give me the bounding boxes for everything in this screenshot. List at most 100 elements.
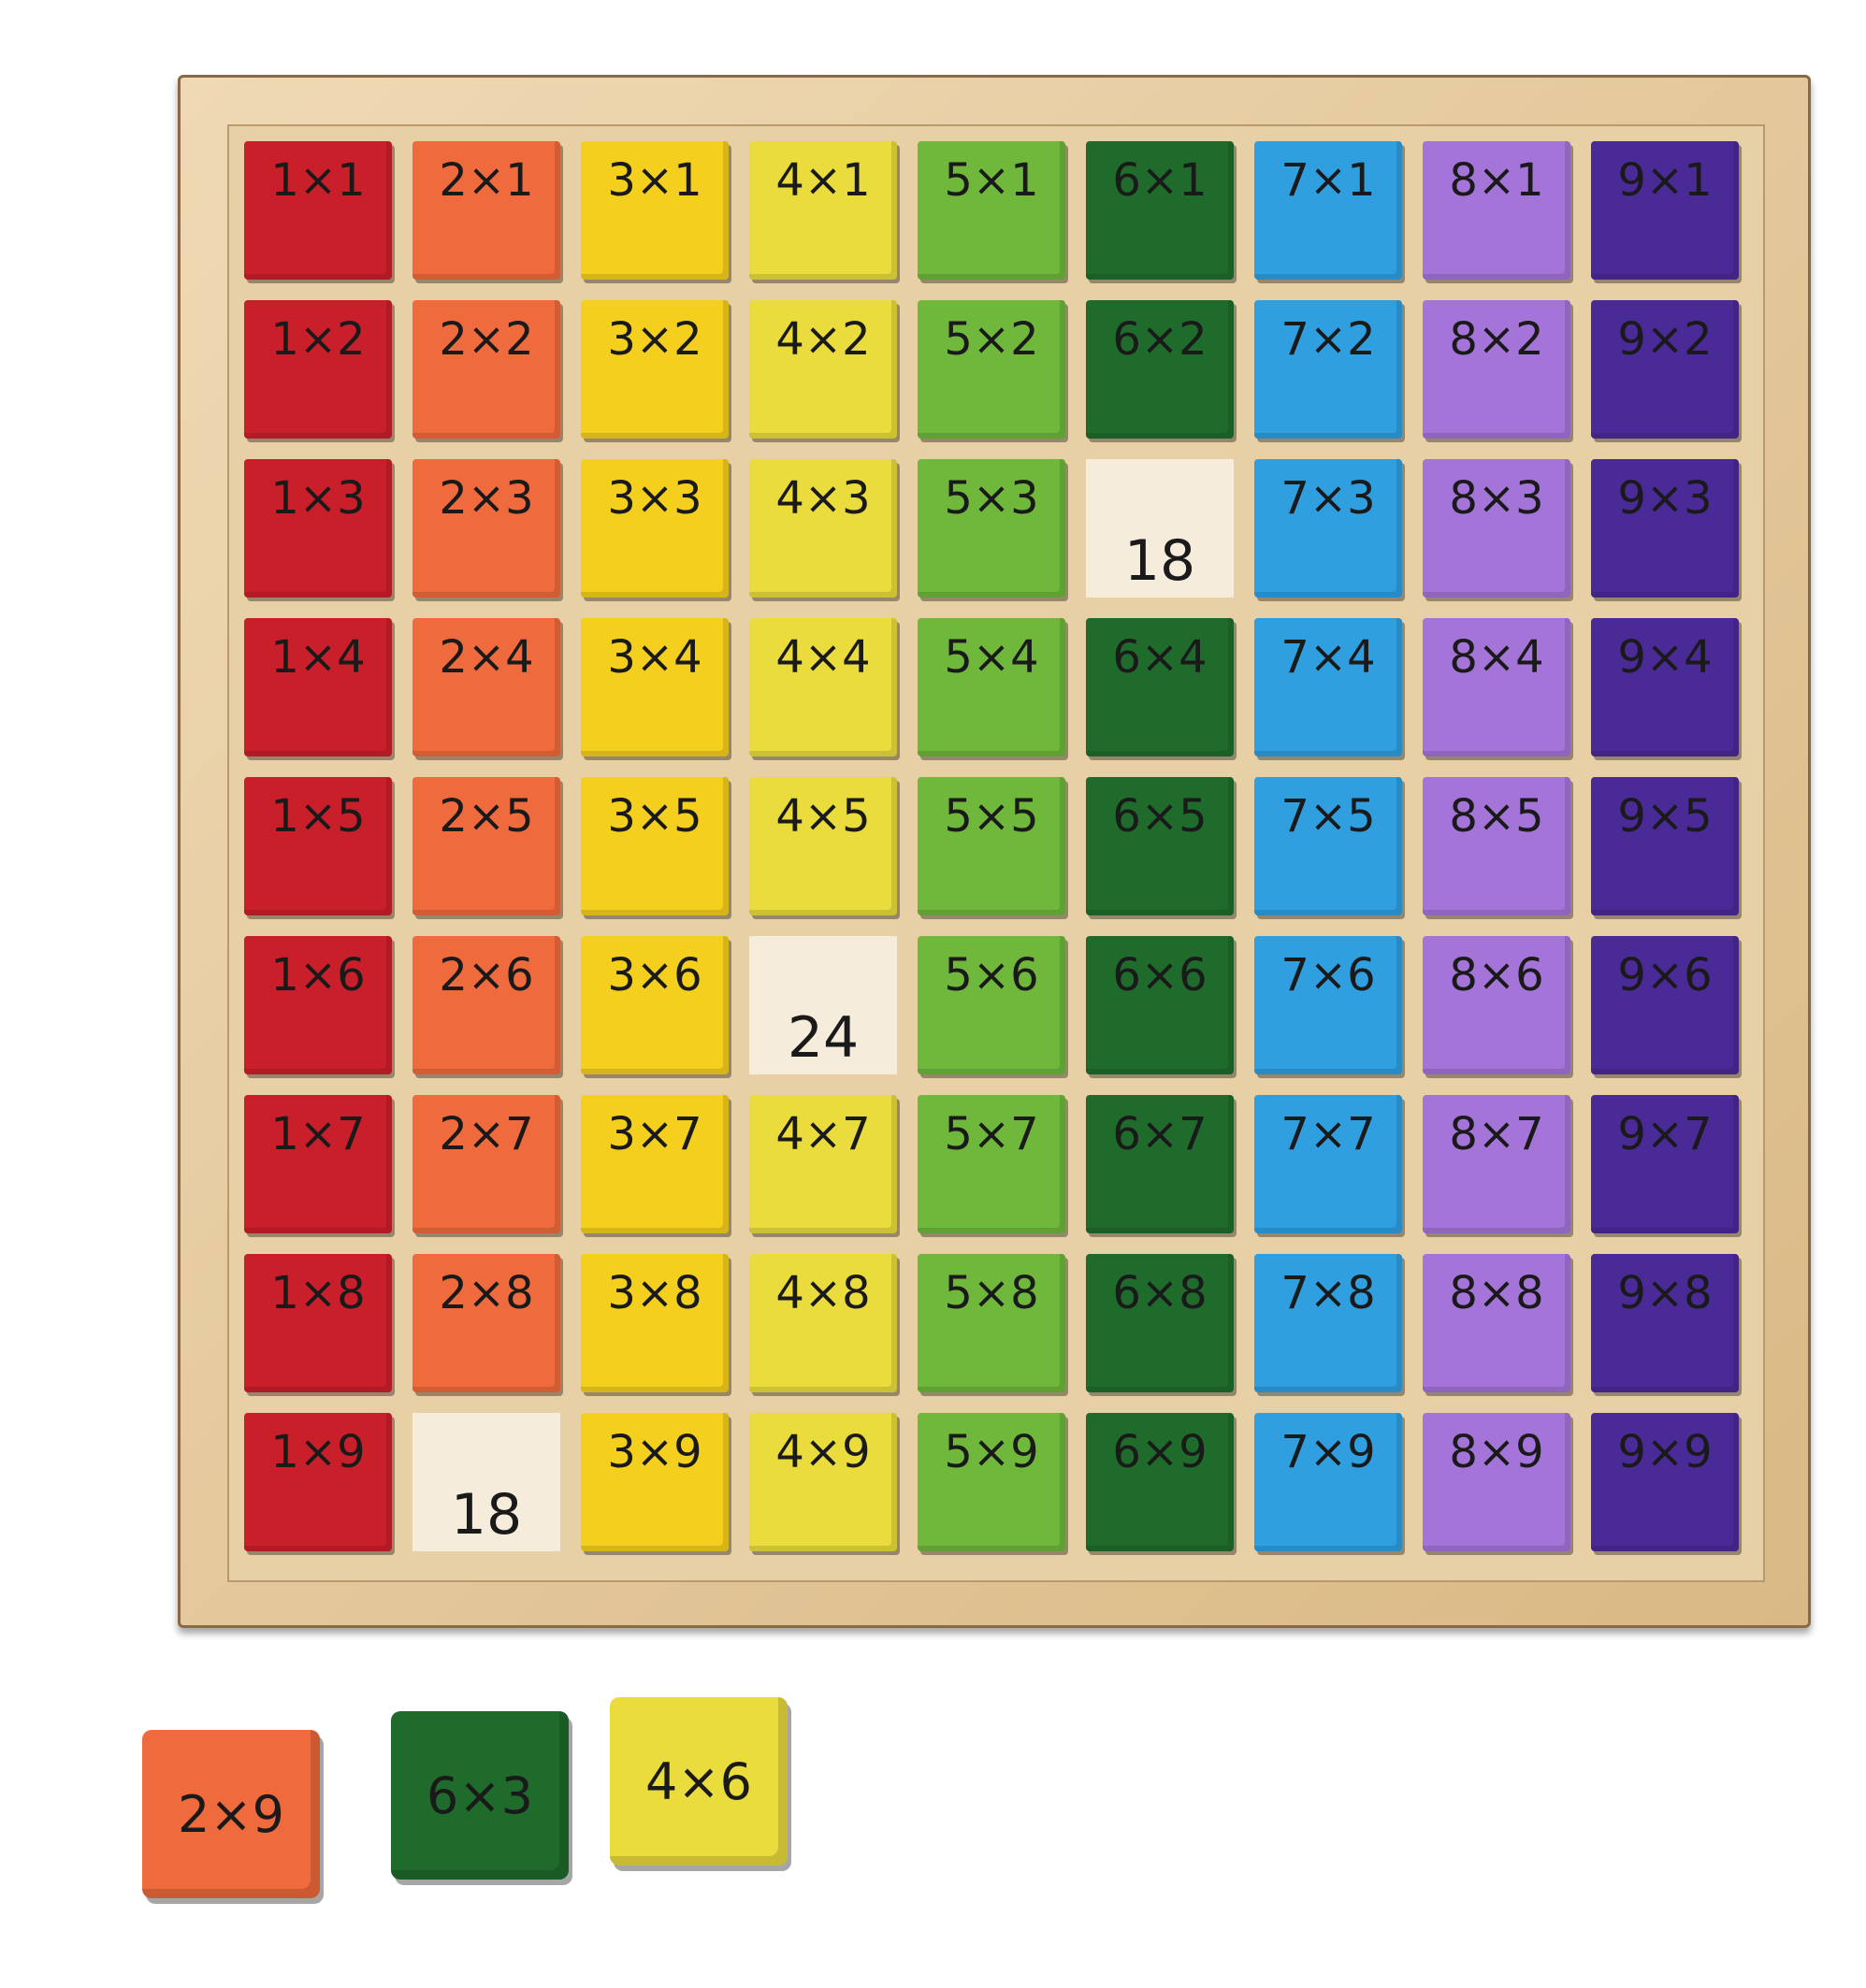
multiplication-block[interactable]: 3×9 (581, 1413, 729, 1551)
multiplication-block[interactable]: 1×4 (244, 618, 392, 756)
multiplication-block[interactable]: 8×9 (1423, 1413, 1570, 1551)
multiplication-block[interactable]: 1×9 (244, 1413, 392, 1551)
multiplication-block[interactable]: 5×3 (918, 459, 1065, 598)
multiplication-block[interactable]: 9×3 (1591, 459, 1739, 598)
multiplication-block[interactable]: 6×8 (1086, 1254, 1234, 1392)
board-slot: 2×7 (409, 1091, 568, 1241)
multiplication-block[interactable]: 5×9 (918, 1413, 1065, 1551)
multiplication-block[interactable]: 7×1 (1254, 141, 1402, 280)
multiplication-block[interactable]: 1×3 (244, 459, 392, 598)
board-slot: 5×2 (914, 296, 1073, 446)
multiplication-block[interactable]: 7×6 (1254, 936, 1402, 1074)
multiplication-block[interactable]: 2×4 (412, 618, 560, 756)
multiplication-block[interactable]: 5×1 (918, 141, 1065, 280)
multiplication-block[interactable]: 9×2 (1591, 300, 1739, 439)
board-slot: 2×8 (409, 1250, 568, 1400)
multiplication-block[interactable]: 6×2 (1086, 300, 1234, 439)
multiplication-block[interactable]: 8×2 (1423, 300, 1570, 439)
multiplication-block[interactable]: 3×3 (581, 459, 729, 598)
multiplication-block[interactable]: 2×3 (412, 459, 560, 598)
multiplication-block[interactable]: 9×8 (1591, 1254, 1739, 1392)
multiplication-block[interactable]: 4×2 (749, 300, 897, 439)
multiplication-block[interactable]: 6×7 (1086, 1095, 1234, 1233)
multiplication-block[interactable]: 8×1 (1423, 141, 1570, 280)
multiplication-block[interactable]: 1×7 (244, 1095, 392, 1233)
multiplication-block[interactable]: 2×6 (412, 936, 560, 1074)
board-slot: 8×1 (1419, 137, 1578, 287)
multiplication-block[interactable]: 1×5 (244, 777, 392, 915)
multiplication-block[interactable]: 9×5 (1591, 777, 1739, 915)
multiplication-block[interactable]: 7×9 (1254, 1413, 1402, 1551)
multiplication-block[interactable]: 6×9 (1086, 1413, 1234, 1551)
multiplication-block[interactable]: 6×6 (1086, 936, 1234, 1074)
multiplication-block[interactable]: 5×7 (918, 1095, 1065, 1233)
multiplication-block[interactable]: 4×7 (749, 1095, 897, 1233)
multiplication-block[interactable]: 4×8 (749, 1254, 897, 1392)
multiplication-block[interactable]: 8×8 (1423, 1254, 1570, 1392)
multiplication-block[interactable]: 5×4 (918, 618, 1065, 756)
multiplication-block[interactable]: 7×8 (1254, 1254, 1402, 1392)
multiplication-block[interactable]: 9×4 (1591, 618, 1739, 756)
multiplication-block[interactable]: 7×5 (1254, 777, 1402, 915)
multiplication-block[interactable]: 7×3 (1254, 459, 1402, 598)
multiplication-block[interactable]: 5×2 (918, 300, 1065, 439)
multiplication-block[interactable]: 2×7 (412, 1095, 560, 1233)
multiplication-block[interactable]: 2×5 (412, 777, 560, 915)
multiplication-block[interactable]: 1×6 (244, 936, 392, 1074)
multiplication-block[interactable]: 1×8 (244, 1254, 392, 1392)
loose-multiplication-block[interactable]: 2×9 (142, 1730, 320, 1898)
multiplication-block[interactable]: 5×6 (918, 936, 1065, 1074)
multiplication-block[interactable]: 8×5 (1423, 777, 1570, 915)
board-slot: 4×7 (745, 1091, 904, 1241)
multiplication-block[interactable]: 1×1 (244, 141, 392, 280)
board-slot: 4×5 (745, 773, 904, 923)
loose-multiplication-block[interactable]: 6×3 (391, 1711, 569, 1880)
board-slot: 8×4 (1419, 614, 1578, 764)
board-slot: 5×4 (914, 614, 1073, 764)
multiplication-block[interactable]: 3×8 (581, 1254, 729, 1392)
multiplication-block[interactable]: 8×4 (1423, 618, 1570, 756)
product-answer: 24 (749, 936, 897, 1074)
multiplication-block[interactable]: 9×7 (1591, 1095, 1739, 1233)
multiplication-block[interactable]: 2×2 (412, 300, 560, 439)
multiplication-block[interactable]: 2×8 (412, 1254, 560, 1392)
multiplication-block[interactable]: 4×5 (749, 777, 897, 915)
multiplication-block[interactable]: 3×1 (581, 141, 729, 280)
board-slot: 9×1 (1587, 137, 1746, 287)
multiplication-block[interactable]: 9×1 (1591, 141, 1739, 280)
multiplication-block[interactable]: 3×4 (581, 618, 729, 756)
board-slot: 6×8 (1082, 1250, 1241, 1400)
multiplication-block[interactable]: 9×9 (1591, 1413, 1739, 1551)
board-slot: 8×5 (1419, 773, 1578, 923)
multiplication-block[interactable]: 5×5 (918, 777, 1065, 915)
multiplication-block[interactable]: 6×1 (1086, 141, 1234, 280)
multiplication-block[interactable]: 5×8 (918, 1254, 1065, 1392)
multiplication-block[interactable]: 8×6 (1423, 936, 1570, 1074)
multiplication-block[interactable]: 6×5 (1086, 777, 1234, 915)
multiplication-block[interactable]: 4×4 (749, 618, 897, 756)
board-slot: 1×6 (240, 932, 399, 1082)
board-slot: 2×3 (409, 455, 568, 605)
multiplication-block[interactable]: 6×4 (1086, 618, 1234, 756)
board-slot: 8×8 (1419, 1250, 1578, 1400)
board-slot: 7×8 (1251, 1250, 1410, 1400)
multiplication-block[interactable]: 3×2 (581, 300, 729, 439)
multiplication-block[interactable]: 3×7 (581, 1095, 729, 1233)
multiplication-block[interactable]: 9×6 (1591, 936, 1739, 1074)
multiplication-block[interactable]: 4×3 (749, 459, 897, 598)
multiplication-block[interactable]: 8×7 (1423, 1095, 1570, 1233)
multiplication-block[interactable]: 4×1 (749, 141, 897, 280)
multiplication-block[interactable]: 8×3 (1423, 459, 1570, 598)
multiplication-block[interactable]: 3×6 (581, 936, 729, 1074)
multiplication-block[interactable]: 7×7 (1254, 1095, 1402, 1233)
multiplication-block[interactable]: 4×9 (749, 1413, 897, 1551)
board-slot: 5×5 (914, 773, 1073, 923)
multiplication-block[interactable]: 3×5 (581, 777, 729, 915)
board-slot: 9×2 (1587, 296, 1746, 446)
loose-multiplication-block[interactable]: 4×6 (610, 1697, 788, 1866)
board-slot: 8×3 (1419, 455, 1578, 605)
multiplication-block[interactable]: 1×2 (244, 300, 392, 439)
multiplication-block[interactable]: 7×4 (1254, 618, 1402, 756)
multiplication-block[interactable]: 7×2 (1254, 300, 1402, 439)
multiplication-block[interactable]: 2×1 (412, 141, 560, 280)
